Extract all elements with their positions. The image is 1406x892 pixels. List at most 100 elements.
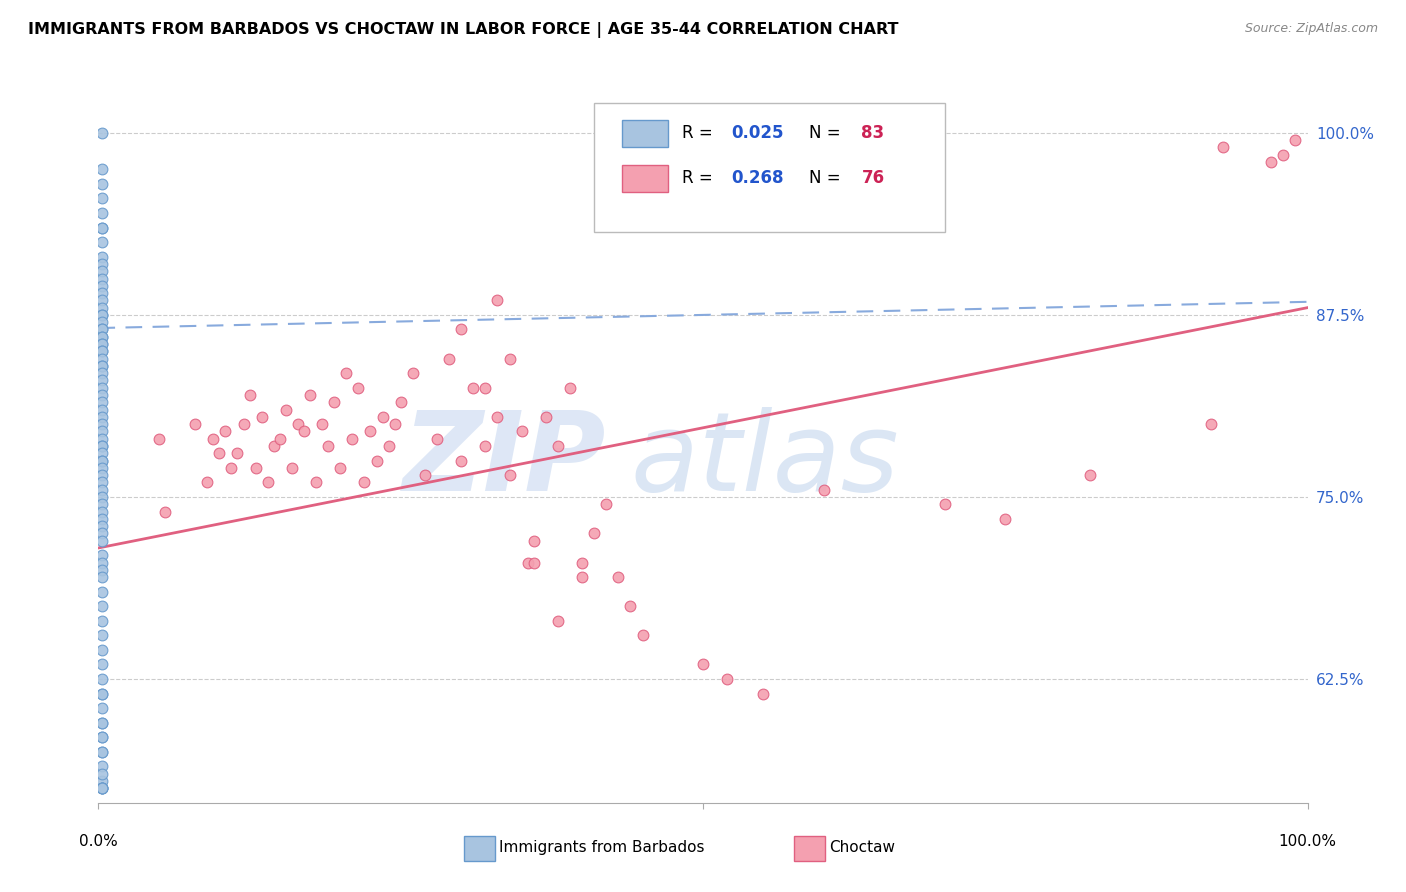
Point	[91, 322, 114, 336]
Text: N =: N =	[810, 125, 846, 143]
Point	[389, 395, 412, 409]
Point	[413, 468, 436, 483]
Point	[631, 628, 654, 642]
Point	[91, 359, 114, 373]
Text: 76: 76	[862, 169, 884, 187]
Point	[91, 548, 114, 562]
Point	[91, 439, 114, 453]
Point	[91, 453, 114, 467]
Point	[91, 439, 114, 453]
Point	[360, 425, 382, 439]
Point	[474, 381, 496, 395]
Point	[91, 286, 114, 301]
Point	[91, 781, 114, 796]
Point	[91, 162, 114, 177]
Point	[91, 781, 114, 796]
Text: Source: ZipAtlas.com: Source: ZipAtlas.com	[1244, 22, 1378, 36]
Point	[91, 278, 114, 293]
Point	[523, 533, 546, 548]
Point	[91, 257, 114, 271]
Point	[316, 439, 339, 453]
Point	[91, 374, 114, 388]
Point	[91, 766, 114, 780]
Point	[91, 497, 114, 511]
Point	[91, 774, 114, 789]
Point	[91, 432, 114, 446]
Point	[91, 519, 114, 533]
Text: 0.025: 0.025	[731, 125, 783, 143]
Point	[91, 701, 114, 715]
Point	[91, 293, 114, 308]
Point	[148, 432, 170, 446]
Point	[335, 366, 357, 380]
Point	[91, 745, 114, 759]
Point	[91, 446, 114, 460]
Point	[498, 468, 520, 483]
Point	[91, 490, 114, 504]
Point	[91, 235, 114, 249]
Point	[516, 556, 538, 570]
Point	[1212, 140, 1234, 154]
Point	[91, 614, 114, 628]
Point	[91, 417, 114, 432]
Point	[450, 453, 472, 467]
Point	[91, 460, 114, 475]
Point	[91, 759, 114, 773]
Point	[547, 439, 569, 453]
Point	[91, 206, 114, 220]
Point	[437, 351, 460, 366]
Point	[153, 504, 176, 518]
Point	[91, 220, 114, 235]
Point	[214, 425, 236, 439]
Point	[91, 177, 114, 191]
Point	[934, 497, 956, 511]
Point	[245, 460, 267, 475]
Point	[91, 402, 114, 417]
Point	[256, 475, 278, 490]
Point	[232, 417, 254, 432]
Point	[91, 344, 114, 359]
Point	[91, 533, 114, 548]
Point	[486, 409, 509, 424]
Point	[486, 293, 509, 308]
Point	[91, 599, 114, 614]
Bar	[621, 165, 668, 192]
Point	[91, 330, 114, 344]
Point	[195, 475, 218, 490]
Point	[91, 657, 114, 672]
Point	[558, 381, 581, 395]
Point	[91, 308, 114, 322]
Point	[91, 731, 114, 745]
Point	[1284, 133, 1306, 147]
Point	[299, 388, 322, 402]
Point	[184, 417, 207, 432]
Point	[91, 301, 114, 315]
Point	[523, 556, 546, 570]
Point	[450, 322, 472, 336]
Point	[91, 475, 114, 490]
Point	[292, 425, 315, 439]
Point	[91, 483, 114, 497]
Point	[347, 381, 370, 395]
Point	[366, 453, 388, 467]
Point	[250, 409, 273, 424]
Point	[91, 330, 114, 344]
Point	[813, 483, 835, 497]
Text: Immigrants from Barbados: Immigrants from Barbados	[499, 840, 704, 855]
Point	[323, 395, 346, 409]
Point	[226, 446, 249, 460]
Point	[91, 388, 114, 402]
Point	[91, 220, 114, 235]
Point	[91, 745, 114, 759]
Point	[239, 388, 262, 402]
Text: 83: 83	[862, 125, 884, 143]
Point	[91, 337, 114, 351]
Point	[91, 308, 114, 322]
Point	[91, 570, 114, 584]
Point	[91, 468, 114, 483]
Point	[91, 126, 114, 140]
Point	[91, 584, 114, 599]
Point	[402, 366, 425, 380]
Point	[269, 432, 291, 446]
Point	[91, 672, 114, 686]
